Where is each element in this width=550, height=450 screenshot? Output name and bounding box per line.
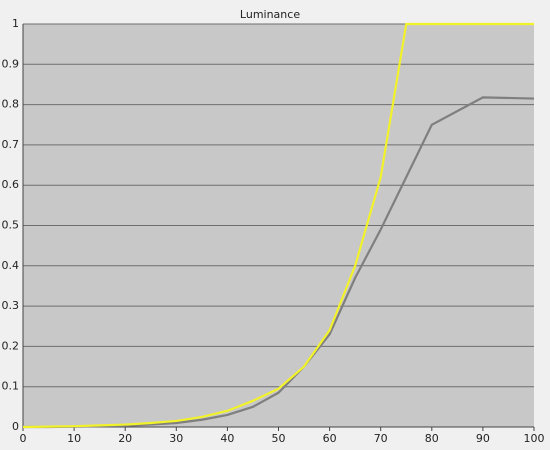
x-tick-label: 50 [272,432,286,445]
y-tick-label: 0 [12,420,19,433]
x-tick-label: 100 [524,432,545,445]
x-tick-label: 20 [118,432,132,445]
y-tick-label: 0.3 [2,299,20,312]
x-tick-label: 80 [425,432,439,445]
y-tick-label: 0.6 [2,178,20,191]
y-tick-label: 0.9 [2,57,20,70]
y-tick-label: 0.4 [2,259,20,272]
x-tick-label: 10 [67,432,81,445]
x-tick-label: 40 [220,432,234,445]
y-tick-label: 0.5 [2,219,20,232]
series-line [22,22,534,429]
x-tick-label: 30 [169,432,183,445]
x-tick-label: 70 [374,432,388,445]
y-tick-label: 0.8 [2,98,20,111]
chart-title: Luminance [240,8,300,21]
x-tick-label: 90 [476,432,490,445]
y-tick-label: 1 [12,17,19,30]
y-tick-label: 0.1 [2,380,20,393]
y-tick-label: 0.7 [2,138,20,151]
x-tick-label: 60 [323,432,337,445]
x-tick-label: 0 [20,432,27,445]
y-tick-label: 0.2 [2,339,20,352]
